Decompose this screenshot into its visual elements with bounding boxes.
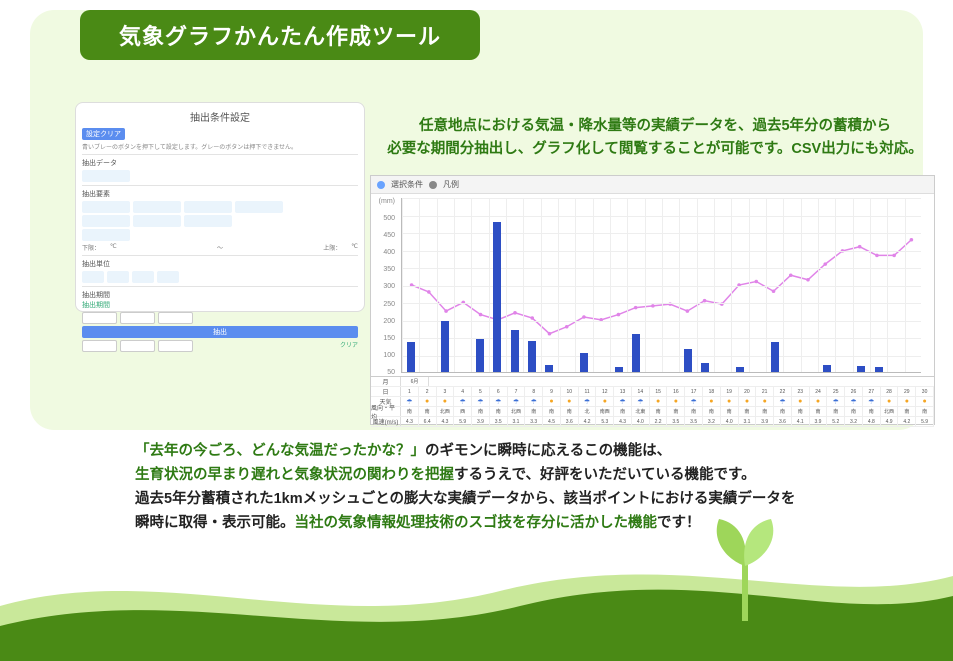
ghost-btn[interactable] [82,215,130,227]
title-text: 気象グラフかんたん作成ツール [119,19,441,51]
title-pill: 気象グラフかんたん作成ツール [80,10,480,60]
date-select[interactable] [120,312,155,324]
bar [493,222,501,373]
exec-button[interactable]: 抽出 [82,326,358,338]
plot-area [401,198,921,373]
ghost-btn[interactable] [82,271,104,283]
bar [632,334,640,373]
desc-l3: 過去5年分蓄積された1kmメッシュごとの膨大な実績データから、該当ポイントにおけ… [135,491,795,507]
bar [736,367,744,372]
sec-unit: 抽出単位 [82,259,358,269]
bar [511,330,519,372]
bar [684,349,692,372]
date-select[interactable] [82,312,117,324]
bar [875,367,883,372]
date-select[interactable] [158,340,193,352]
sec-data: 抽出データ [82,158,358,168]
desc-l1a: 「去年の今ごろ、どんな気温だったかな？」 [135,443,425,459]
data-table: 月6月日123456789101112131415161718192021222… [371,376,934,426]
bar [545,365,553,372]
range-unit1: ℃ [110,243,117,252]
ghost-btn[interactable] [82,170,130,182]
chart-toolbar: 選択条件 凡例 [371,176,934,194]
ghost-btn[interactable] [133,215,181,227]
ghost-btn[interactable] [132,271,154,283]
intro-line2: 必要な期間分抽出し、グラフ化して閲覧することが可能です。CSV出力にも対応。 [387,141,922,157]
bar [580,353,588,372]
ghost-btn[interactable] [235,201,283,213]
bar [615,367,623,372]
desc-l4c: です！ [657,515,701,531]
feature-card: 気象グラフかんたん作成ツール 任意地点における気温・降水量等の実績データを、過去… [30,10,923,430]
desc-l2a: 生育状況の早まり遅れと気象状況の関わりを把握 [135,467,454,483]
date-select[interactable] [82,340,117,352]
toolbar-btn1[interactable]: 選択条件 [391,179,423,190]
y-axis: (mm)50045040035030025020015010050 [371,198,397,376]
ghost-btn[interactable] [184,201,232,213]
chart-body: (mm)50045040035030025020015010050 [371,194,934,376]
ghost-btn[interactable] [184,215,232,227]
bar [441,321,449,372]
sec-item: 抽出要素 [82,189,358,199]
settings-panel: 抽出条件設定 設定クリア 青いブレーのボタンを押下して設定します。グレーのボタン… [75,102,365,312]
grass-wave [0,531,953,661]
clear-button[interactable]: 設定クリア [82,128,125,140]
ghost-btn[interactable] [107,271,129,283]
intro-line1: 任意地点における気温・降水量等の実績データを、過去5年分の蓄積から [419,118,891,134]
bar [701,363,709,372]
intro-text: 任意地点における気温・降水量等の実績データを、過去5年分の蓄積から 必要な期間分… [370,115,940,161]
bar [771,342,779,372]
bar [476,339,484,372]
sprout-icon [705,511,785,621]
description: 「去年の今ごろ、どんな気温だったかな？」のギモンに瞬時に応えるこの機能は、 生育… [135,440,915,536]
bar [528,341,536,373]
bar [823,365,831,372]
toolbar-btn2[interactable]: 凡例 [443,179,459,190]
ghost-btn[interactable] [133,201,181,213]
range-low: 下限： [82,243,100,252]
ghost-btn[interactable] [82,229,130,241]
settings-title: 抽出条件設定 [82,109,358,124]
date-select[interactable] [120,340,155,352]
desc-l2b: するうえで、好評をいただいている機能です。 [454,467,756,483]
sec-span2: 抽出期間 [82,300,358,310]
toolbar-dot-icon [429,181,437,189]
ghost-btn[interactable] [157,271,179,283]
chart-panel: 選択条件 凡例 (mm)5004504003503002502001501005… [370,175,935,425]
bar [407,342,415,372]
desc-l4a: 瞬時に取得・表示可能。 [135,515,295,531]
desc-l4b: 当社の気象情報処理技術のスゴ技を存分に活かした機能 [295,515,658,531]
range-high: 上限： [323,243,341,252]
bar [857,366,865,372]
desc-l1b: のギモンに瞬時に応えるこの機能は、 [425,443,671,459]
sec-span: 抽出期間 [82,290,358,300]
ghost-btn[interactable] [82,201,130,213]
settings-note: 青いブレーのボタンを押下して設定します。グレーのボタンは押下できません。 [82,142,358,151]
range-unit2: ℃ [351,243,358,252]
toolbar-dot-icon [377,181,385,189]
date-select[interactable] [158,312,193,324]
clear2[interactable]: クリア [340,340,358,352]
